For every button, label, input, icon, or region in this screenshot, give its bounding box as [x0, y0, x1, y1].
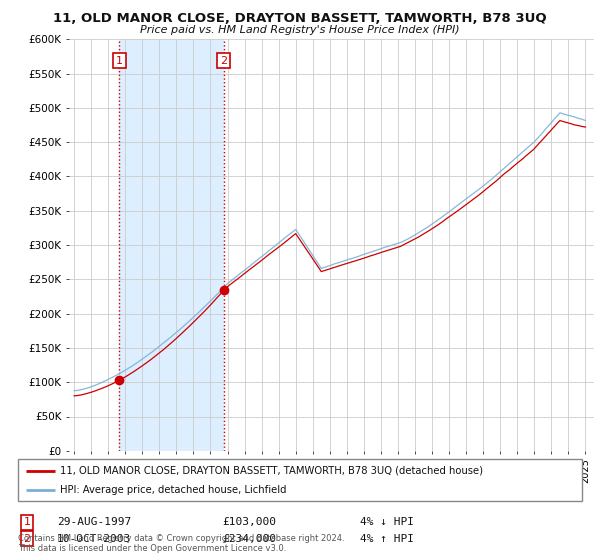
Text: HPI: Average price, detached house, Lichfield: HPI: Average price, detached house, Lich… [60, 485, 287, 495]
Text: 11, OLD MANOR CLOSE, DRAYTON BASSETT, TAMWORTH, B78 3UQ (detached house): 11, OLD MANOR CLOSE, DRAYTON BASSETT, TA… [60, 465, 484, 475]
Text: 4% ↑ HPI: 4% ↑ HPI [360, 534, 414, 544]
Text: 10-OCT-2003: 10-OCT-2003 [57, 534, 131, 544]
Text: £234,000: £234,000 [222, 534, 276, 544]
Bar [119, 39, 224, 451]
FancyBboxPatch shape [18, 459, 582, 501]
Text: 2: 2 [220, 55, 227, 66]
Text: 1: 1 [23, 517, 31, 528]
Text: 29-AUG-1997: 29-AUG-1997 [57, 517, 131, 528]
Text: Contains HM Land Registry data © Crown copyright and database right 2024.
This d: Contains HM Land Registry data © Crown c… [18, 534, 344, 553]
Text: 2: 2 [23, 534, 31, 544]
Text: 4% ↓ HPI: 4% ↓ HPI [360, 517, 414, 528]
Text: 1: 1 [116, 55, 123, 66]
Text: £103,000: £103,000 [222, 517, 276, 528]
Text: 11, OLD MANOR CLOSE, DRAYTON BASSETT, TAMWORTH, B78 3UQ: 11, OLD MANOR CLOSE, DRAYTON BASSETT, TA… [53, 12, 547, 25]
Text: Price paid vs. HM Land Registry's House Price Index (HPI): Price paid vs. HM Land Registry's House … [140, 25, 460, 35]
